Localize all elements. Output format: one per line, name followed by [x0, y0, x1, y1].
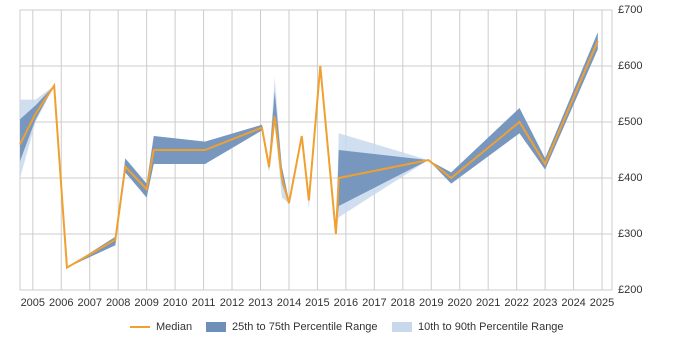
x-tick-label: 2006 [49, 297, 73, 309]
x-tick-label: 2018 [391, 297, 415, 309]
x-tick-label: 2014 [277, 297, 301, 309]
legend-swatch [392, 322, 412, 332]
x-tick-label: 2010 [163, 297, 187, 309]
legend-label: Median [156, 321, 192, 333]
x-tick-label: 2019 [419, 297, 443, 309]
legend-swatch [206, 322, 226, 332]
y-tick-label: £500 [618, 116, 642, 128]
x-tick-label: 2022 [504, 297, 528, 309]
x-tick-label: 2011 [192, 297, 216, 309]
x-tick-label: 2021 [476, 297, 500, 309]
x-tick-label: 2025 [590, 297, 614, 309]
legend-label: 10th to 90th Percentile Range [418, 321, 564, 333]
percentile-band [20, 32, 598, 268]
x-tick-label: 2017 [362, 297, 386, 309]
y-tick-label: £600 [618, 60, 642, 72]
x-tick-label: 2013 [248, 297, 272, 309]
median-line [19, 40, 599, 270]
y-tick-label: £200 [618, 284, 642, 296]
y-tick-label: £300 [618, 228, 642, 240]
x-tick-label: 2024 [561, 297, 585, 309]
legend-label: 25th to 75th Percentile Range [232, 321, 378, 333]
x-tick-label: 2023 [533, 297, 557, 309]
x-tick-label: 2020 [447, 297, 471, 309]
x-tick-label: 2009 [134, 297, 158, 309]
x-tick-label: 2012 [220, 297, 244, 309]
y-tick-label: £700 [618, 4, 642, 16]
x-tick-label: 2015 [305, 297, 329, 309]
x-tick-label: 2007 [77, 297, 101, 309]
x-tick-label: 2016 [334, 297, 358, 309]
y-tick-label: £400 [618, 172, 642, 184]
x-tick-label: 2005 [21, 297, 45, 309]
x-tick-label: 2008 [106, 297, 130, 309]
